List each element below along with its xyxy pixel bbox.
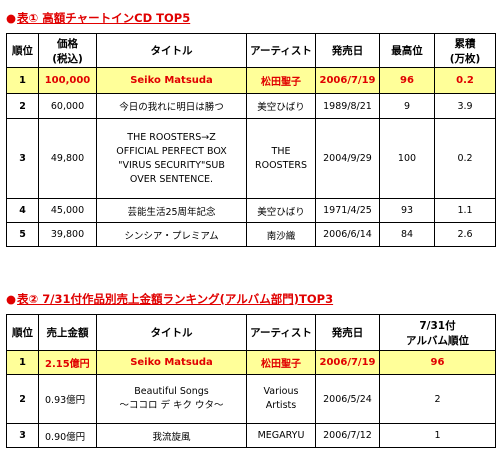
sales-cell: 2.15億円 — [38, 350, 97, 375]
peak-cell: 84 — [379, 222, 435, 247]
table1-header-row: 順位 価格 (税込) タイトル アーティスト 発売日 最高位 累積 (万枚) — [6, 33, 496, 68]
title-cell: Seiko Matsuda — [96, 67, 247, 94]
release-cell: 2004/9/29 — [315, 118, 380, 199]
title-cell: 今日の我れに明日は勝つ — [96, 93, 247, 119]
table-row: 5 39,800 シンシア・プレミアム 南沙織 2006/6/14 84 2.6 — [6, 222, 496, 247]
header-title: タイトル — [96, 33, 247, 68]
price-cell: 49,800 — [38, 118, 97, 199]
artist-cell: 松田聖子 — [246, 350, 316, 375]
price-cell: 45,000 — [38, 198, 97, 223]
release-cell: 2006/5/24 — [315, 374, 380, 424]
header-price: 価格 (税込) — [38, 33, 97, 68]
table2-title: ●表② 7/31付作品別売上金額ランキング(アルバム部門)TOP3 — [6, 292, 334, 306]
price-cell: 60,000 — [38, 93, 97, 119]
table-row: 1 100,000 Seiko Matsuda 松田聖子 2006/7/19 9… — [6, 67, 496, 94]
rank-cell: 2 — [6, 93, 39, 119]
table-row: 3 0.90億円 我流旋風 MEGARYU 2006/7/12 1 — [6, 423, 496, 448]
title-cell: Beautiful Songs 〜ココロ デ キク ウタ〜 — [96, 374, 247, 424]
sales-cell: 0.90億円 — [38, 423, 97, 448]
rank-cell: 4 — [6, 198, 39, 223]
rank-cell: 5 — [6, 222, 39, 247]
release-cell: 2006/7/19 — [315, 350, 380, 375]
album-rank-cell: 1 — [379, 423, 496, 448]
table2: 順位 売上金額 タイトル アーティスト 発売日 7/31付 アルバム順位 1 2.… — [6, 314, 496, 448]
total-cell: 0.2 — [434, 118, 496, 199]
title-cell: THE ROOSTERS→Z OFFICIAL PERFECT BOX "VIR… — [96, 118, 247, 199]
title-cell: Seiko Matsuda — [96, 350, 247, 375]
total-cell: 1.1 — [434, 198, 496, 223]
album-rank-cell: 2 — [379, 374, 496, 424]
release-cell: 2006/6/14 — [315, 222, 380, 247]
artist-cell: 美空ひばり — [246, 93, 316, 119]
artist-cell: 南沙織 — [246, 222, 316, 247]
header-album-rank: 7/31付 アルバム順位 — [379, 314, 496, 351]
title-cell: 我流旋風 — [96, 423, 247, 448]
header-rank: 順位 — [6, 33, 39, 68]
total-cell: 0.2 — [434, 67, 496, 94]
title-cell: 芸能生活25周年記念 — [96, 198, 247, 223]
table-row: 2 60,000 今日の我れに明日は勝つ 美空ひばり 1989/8/21 9 3… — [6, 93, 496, 119]
rank-cell: 1 — [6, 350, 39, 375]
release-cell: 2006/7/12 — [315, 423, 380, 448]
table-row: 4 45,000 芸能生活25周年記念 美空ひばり 1971/4/25 93 1… — [6, 198, 496, 223]
total-cell: 3.9 — [434, 93, 496, 119]
artist-cell: 美空ひばり — [246, 198, 316, 223]
header-peak: 最高位 — [379, 33, 435, 68]
header-rank: 順位 — [6, 314, 39, 351]
table2-header-row: 順位 売上金額 タイトル アーティスト 発売日 7/31付 アルバム順位 — [6, 314, 496, 351]
header-release: 発売日 — [315, 314, 380, 351]
rank-cell: 3 — [6, 118, 39, 199]
price-cell: 100,000 — [38, 67, 97, 94]
peak-cell: 93 — [379, 198, 435, 223]
peak-cell: 100 — [379, 118, 435, 199]
table-row: 2 0.93億円 Beautiful Songs 〜ココロ デ キク ウタ〜 V… — [6, 374, 496, 424]
header-title: タイトル — [96, 314, 247, 351]
bullet-icon: ● — [6, 292, 17, 306]
header-total: 累積 (万枚) — [434, 33, 496, 68]
title-cell: シンシア・プレミアム — [96, 222, 247, 247]
rank-cell: 3 — [6, 423, 39, 448]
release-cell: 2006/7/19 — [315, 67, 380, 94]
artist-cell: MEGARYU — [246, 423, 316, 448]
table1: 順位 価格 (税込) タイトル アーティスト 発売日 最高位 累積 (万枚) 1 1… — [6, 33, 496, 247]
header-artist: アーティスト — [246, 33, 316, 68]
total-cell: 2.6 — [434, 222, 496, 247]
header-artist: アーティスト — [246, 314, 316, 351]
peak-cell: 96 — [379, 67, 435, 94]
header-sales: 売上金額 — [38, 314, 97, 351]
rank-cell: 2 — [6, 374, 39, 424]
release-cell: 1989/8/21 — [315, 93, 380, 119]
peak-cell: 9 — [379, 93, 435, 119]
bullet-icon: ● — [6, 11, 17, 25]
artist-cell: Various Artists — [246, 374, 316, 424]
artist-cell: THE ROOSTERS — [246, 118, 316, 199]
table-row: 3 49,800 THE ROOSTERS→Z OFFICIAL PERFECT… — [6, 118, 496, 199]
release-cell: 1971/4/25 — [315, 198, 380, 223]
rank-cell: 1 — [6, 67, 39, 94]
album-rank-cell: 96 — [379, 350, 496, 375]
sales-cell: 0.93億円 — [38, 374, 97, 424]
artist-cell: 松田聖子 — [246, 67, 316, 94]
price-cell: 39,800 — [38, 222, 97, 247]
table-row: 1 2.15億円 Seiko Matsuda 松田聖子 2006/7/19 96 — [6, 350, 496, 375]
table1-title: ●表① 高額チャートインCD TOP5 — [6, 11, 191, 25]
header-release: 発売日 — [315, 33, 380, 68]
